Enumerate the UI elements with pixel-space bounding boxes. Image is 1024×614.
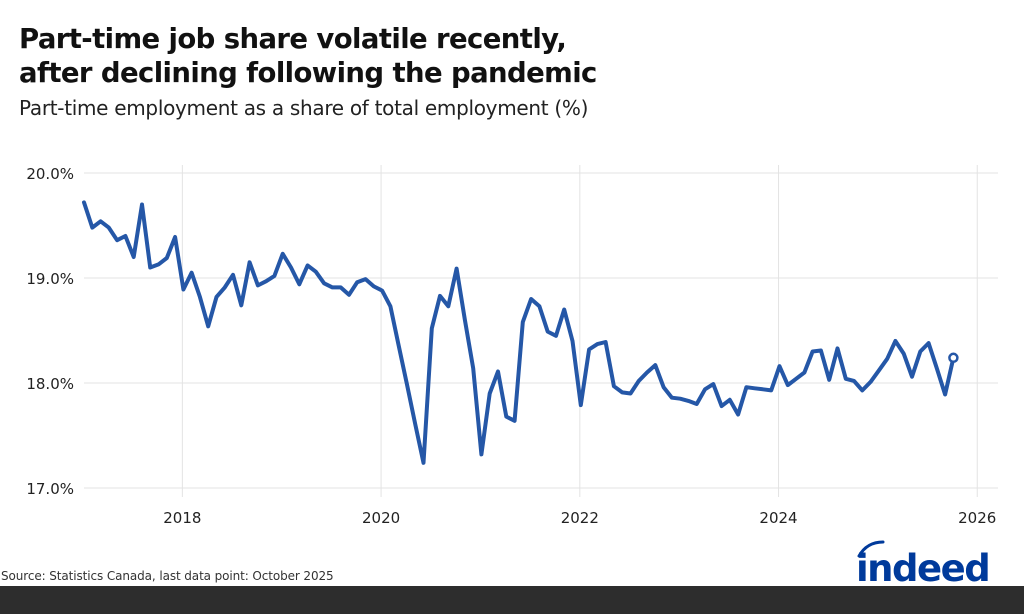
part-time-share-line [82, 200, 956, 465]
x-tick-label: 2026 [958, 509, 996, 527]
y-gridlines [84, 172, 998, 489]
source-note: Source: Statistics Canada, last data poi… [1, 569, 334, 583]
x-tick-label: 2022 [561, 509, 599, 527]
y-tick-label: 17.0% [26, 480, 74, 498]
logo-arc-icon [857, 540, 885, 558]
chart-title-line-1: Part-time job share volatile recently, [19, 23, 567, 55]
x-axis-labels: 2018 2020 2022 2024 2026 [163, 509, 996, 527]
y-tick-label: 19.0% [26, 270, 74, 288]
footer-band [0, 586, 1024, 614]
line-chart: 17.0% 18.0% 19.0% 20.0% 2018 2020 2022 2024 202… [26, 165, 998, 527]
y-tick-label: 18.0% [26, 375, 74, 393]
chart-subtitle: Part-time employment as a share of total… [19, 96, 589, 120]
y-axis-labels: 17.0% 18.0% 19.0% 20.0% [26, 165, 74, 498]
y-tick-label: 20.0% [26, 165, 74, 183]
indeed-logo-text: indeed [856, 547, 989, 586]
x-tick-label: 2018 [163, 509, 201, 527]
last-data-point-marker [948, 352, 959, 364]
indeed-logo: indeed [856, 540, 991, 586]
x-tick-label: 2020 [362, 509, 400, 527]
chart-title: Part-time job share volatile recently, a… [19, 22, 597, 90]
x-tick-label: 2024 [759, 509, 797, 527]
x-gridlines [181, 165, 978, 497]
chart-title-line-2: after declining following the pandemic [19, 57, 597, 89]
